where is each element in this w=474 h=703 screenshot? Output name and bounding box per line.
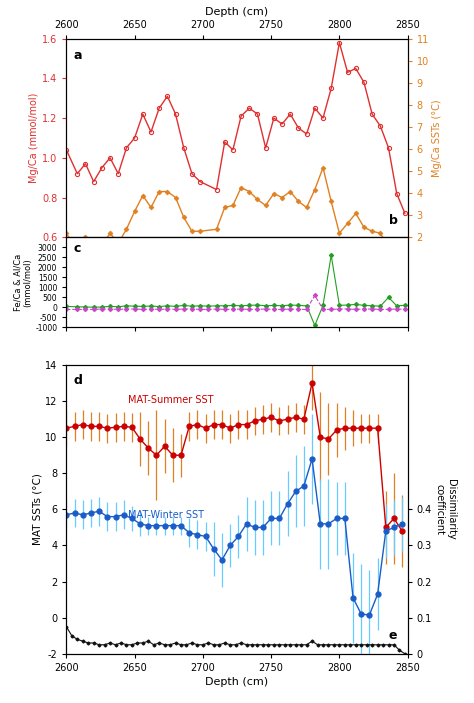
Text: MAT-Summer SST: MAT-Summer SST xyxy=(128,394,213,404)
Text: b: b xyxy=(389,214,397,227)
X-axis label: Depth (cm): Depth (cm) xyxy=(205,677,269,687)
Text: d: d xyxy=(73,374,82,387)
Text: e: e xyxy=(389,629,397,643)
Text: c: c xyxy=(73,242,81,254)
Text: a: a xyxy=(73,49,82,62)
X-axis label: Depth (cm): Depth (cm) xyxy=(205,8,269,18)
Y-axis label: MAT SSTs (°C): MAT SSTs (°C) xyxy=(32,473,42,546)
Text: MAT-Winter SST: MAT-Winter SST xyxy=(128,510,204,520)
Y-axis label: Dissimilarity
coefficient: Dissimilarity coefficient xyxy=(435,479,456,540)
Y-axis label: Mg/Ca (mmol/mol): Mg/Ca (mmol/mol) xyxy=(29,93,39,183)
Y-axis label: Fe/Ca & Al/Ca
(mmol/mol): Fe/Ca & Al/Ca (mmol/mol) xyxy=(13,254,32,311)
Y-axis label: Mg/Ca SSTs (°C): Mg/Ca SSTs (°C) xyxy=(432,99,442,176)
